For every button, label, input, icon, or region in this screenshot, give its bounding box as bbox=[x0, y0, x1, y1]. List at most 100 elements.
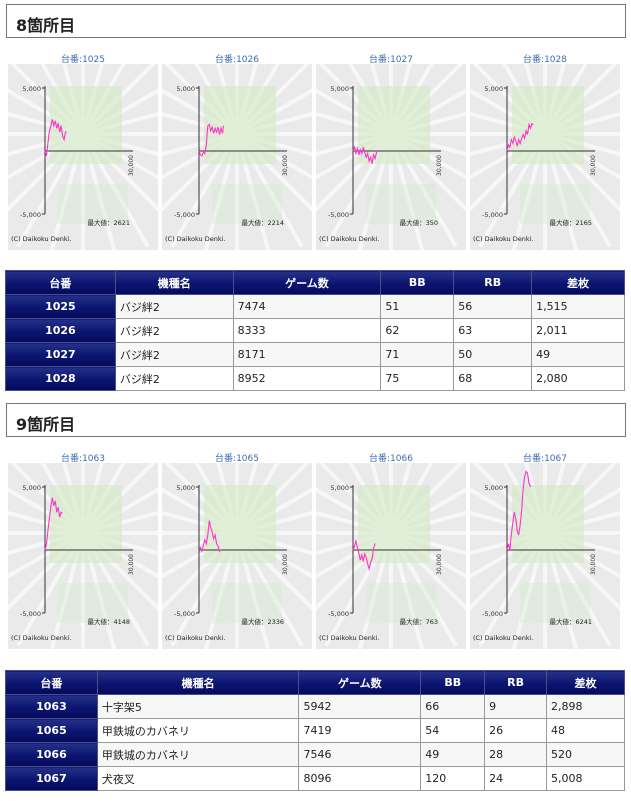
series-line bbox=[198, 123, 224, 157]
table-row: 1066 甲鉄城のカバネリ 7546 49 28 520 bbox=[5, 742, 625, 767]
model-name: バジ絆2 bbox=[114, 366, 234, 391]
section-header-9: 9箇所目 bbox=[6, 403, 626, 437]
model-name: バジ絆2 bbox=[114, 318, 234, 343]
col-header-diff[interactable]: 差枚 bbox=[531, 270, 625, 295]
max-value-label: 最大値：2621 bbox=[87, 218, 130, 227]
col-header-bb[interactable]: BB bbox=[420, 670, 486, 695]
col-header-model[interactable]: 機種名 bbox=[114, 270, 234, 295]
decor-panel bbox=[204, 86, 276, 164]
decor-panel bbox=[358, 485, 430, 563]
y-tick-label: -5,000 bbox=[482, 610, 503, 618]
col-header-games[interactable]: ゲーム数 bbox=[232, 270, 382, 295]
rb-count: 63 bbox=[453, 318, 533, 343]
y-tick-label: 5,000 bbox=[484, 484, 503, 492]
machine-id[interactable]: 1028 bbox=[5, 366, 116, 391]
bb-count: 62 bbox=[380, 318, 455, 343]
table-row: 1026 バジ絆2 8333 62 63 2,011 bbox=[5, 318, 625, 343]
col-header-id[interactable]: 台番 bbox=[5, 270, 116, 295]
machine-id[interactable]: 1066 bbox=[5, 742, 98, 767]
chart-plot: 5,000 -5,000 30,000 最大値：2621 (C) Daikoku Den… bbox=[8, 64, 158, 250]
table-header-row: 台番 機種名 ゲーム数 BB RB 差枚 bbox=[5, 270, 625, 295]
chart-1063[interactable]: 台番:1063 5,000 -5,000 30,000 最大値：4148 (C) Daik… bbox=[8, 451, 158, 651]
chart-1026[interactable]: 台番:1026 5,000 -5,000 30,000 最大値：2214 (C) Daik… bbox=[162, 52, 312, 252]
col-header-rb[interactable]: RB bbox=[484, 670, 548, 695]
game-count: 8171 bbox=[232, 342, 382, 367]
machine-id[interactable]: 1065 bbox=[5, 718, 98, 743]
charts-row-9: 台番:1063 5,000 -5,000 30,000 最大値：4148 (C) Daik… bbox=[0, 451, 631, 651]
machine-id[interactable]: 1026 bbox=[5, 318, 116, 343]
y-tick-label: 5,000 bbox=[484, 85, 503, 93]
decor-panel bbox=[50, 86, 122, 164]
game-count: 7474 bbox=[232, 294, 382, 319]
series-line bbox=[506, 470, 532, 551]
max-value-label: 最大値：2336 bbox=[241, 617, 284, 626]
chart-1065[interactable]: 台番:1065 5,000 -5,000 30,000 最大値：2336 (C) Daik… bbox=[162, 451, 312, 651]
col-header-diff[interactable]: 差枚 bbox=[546, 670, 625, 695]
decor-panel bbox=[212, 184, 282, 224]
model-name: 甲鉄城のカバネリ bbox=[96, 718, 300, 743]
y-tick-label: 5,000 bbox=[22, 484, 41, 492]
model-name: バジ絆2 bbox=[114, 342, 234, 367]
chart-1066[interactable]: 台番:1066 5,000 -5,000 30,000 最大値：763 (C) Daiko… bbox=[316, 451, 466, 651]
decor-panel bbox=[512, 86, 584, 164]
col-header-bb[interactable]: BB bbox=[380, 270, 455, 295]
y-tick-label: 5,000 bbox=[176, 484, 195, 492]
decor-panel bbox=[212, 583, 282, 623]
chart-1025[interactable]: 台番:1025 5,000 -5,000 30,000 最大値：2621 (C) Daik… bbox=[8, 52, 158, 252]
col-header-model[interactable]: 機種名 bbox=[96, 670, 300, 695]
series-line bbox=[506, 122, 534, 152]
chart-title: 台番:1028 bbox=[523, 55, 567, 65]
chart-plot: 5,000 -5,000 30,000 最大値：6241 (C) Daikoku Den… bbox=[470, 463, 620, 649]
chart-plot: 5,000 -5,000 30,000 最大値：2214 (C) Daikoku Den… bbox=[162, 64, 312, 250]
bb-count: 75 bbox=[380, 366, 455, 391]
diff-medals: 49 bbox=[531, 342, 625, 367]
table-row: 1028 バジ絆2 8952 75 68 2,080 bbox=[5, 366, 625, 391]
machine-id[interactable]: 1067 bbox=[5, 766, 98, 791]
bb-count: 66 bbox=[420, 694, 486, 719]
decor-panel bbox=[520, 184, 590, 224]
decor-panel bbox=[366, 583, 436, 623]
chart-title: 台番:1065 bbox=[215, 454, 259, 464]
series-line bbox=[352, 540, 376, 572]
rb-count: 9 bbox=[484, 694, 548, 719]
chart-1028[interactable]: 台番:1028 5,000 -5,000 30,000 最大値：2165 (C) Daik… bbox=[470, 52, 620, 252]
diff-medals: 2,011 bbox=[531, 318, 625, 343]
game-count: 8333 bbox=[232, 318, 382, 343]
y-tick-label: -5,000 bbox=[328, 211, 349, 219]
max-value-label: 最大値：763 bbox=[400, 617, 438, 626]
rb-count: 28 bbox=[484, 742, 548, 767]
x-tick-label: 30,000 bbox=[128, 155, 135, 176]
section-title: 9箇所目 bbox=[16, 415, 76, 434]
chart-title: 台番:1067 bbox=[523, 454, 567, 464]
table-row: 1063 十字架5 5942 66 9 2,898 bbox=[5, 694, 625, 719]
y-tick-label: -5,000 bbox=[328, 610, 349, 618]
decor-panel bbox=[520, 583, 590, 623]
copyright-label: (C) Daikoku Denki. bbox=[319, 634, 380, 642]
copyright-label: (C) Daikoku Denki. bbox=[473, 634, 534, 642]
y-tick-label: 5,000 bbox=[176, 85, 195, 93]
machine-id[interactable]: 1063 bbox=[5, 694, 98, 719]
decor-panel bbox=[366, 184, 436, 224]
series-line bbox=[352, 145, 378, 164]
col-header-rb[interactable]: RB bbox=[453, 270, 533, 295]
col-header-id[interactable]: 台番 bbox=[5, 670, 98, 695]
rb-count: 50 bbox=[453, 342, 533, 367]
y-tick-label: 5,000 bbox=[330, 85, 349, 93]
max-value-label: 最大値：2165 bbox=[549, 218, 592, 227]
copyright-label: (C) Daikoku Denki. bbox=[165, 235, 226, 243]
chart-1027[interactable]: 台番:1027 5,000 -5,000 30,000 最大値：350 (C) Daiko… bbox=[316, 52, 466, 252]
model-name: バジ絆2 bbox=[114, 294, 234, 319]
chart-title: 台番:1026 bbox=[215, 55, 259, 65]
y-tick-label: -5,000 bbox=[20, 610, 41, 618]
max-value-label: 最大値：4148 bbox=[87, 617, 130, 626]
chart-1067[interactable]: 台番:1067 5,000 -5,000 30,000 最大値：6241 (C) Daik… bbox=[470, 451, 620, 651]
machine-id[interactable]: 1027 bbox=[5, 342, 116, 367]
diff-medals: 520 bbox=[546, 742, 625, 767]
series-line bbox=[198, 520, 222, 554]
machine-id[interactable]: 1025 bbox=[5, 294, 116, 319]
rb-count: 68 bbox=[453, 366, 533, 391]
bb-count: 120 bbox=[420, 766, 486, 791]
col-header-games[interactable]: ゲーム数 bbox=[298, 670, 422, 695]
chart-plot: 5,000 -5,000 30,000 最大値：2336 (C) Daikoku Den… bbox=[162, 463, 312, 649]
decor-panel bbox=[58, 184, 128, 224]
